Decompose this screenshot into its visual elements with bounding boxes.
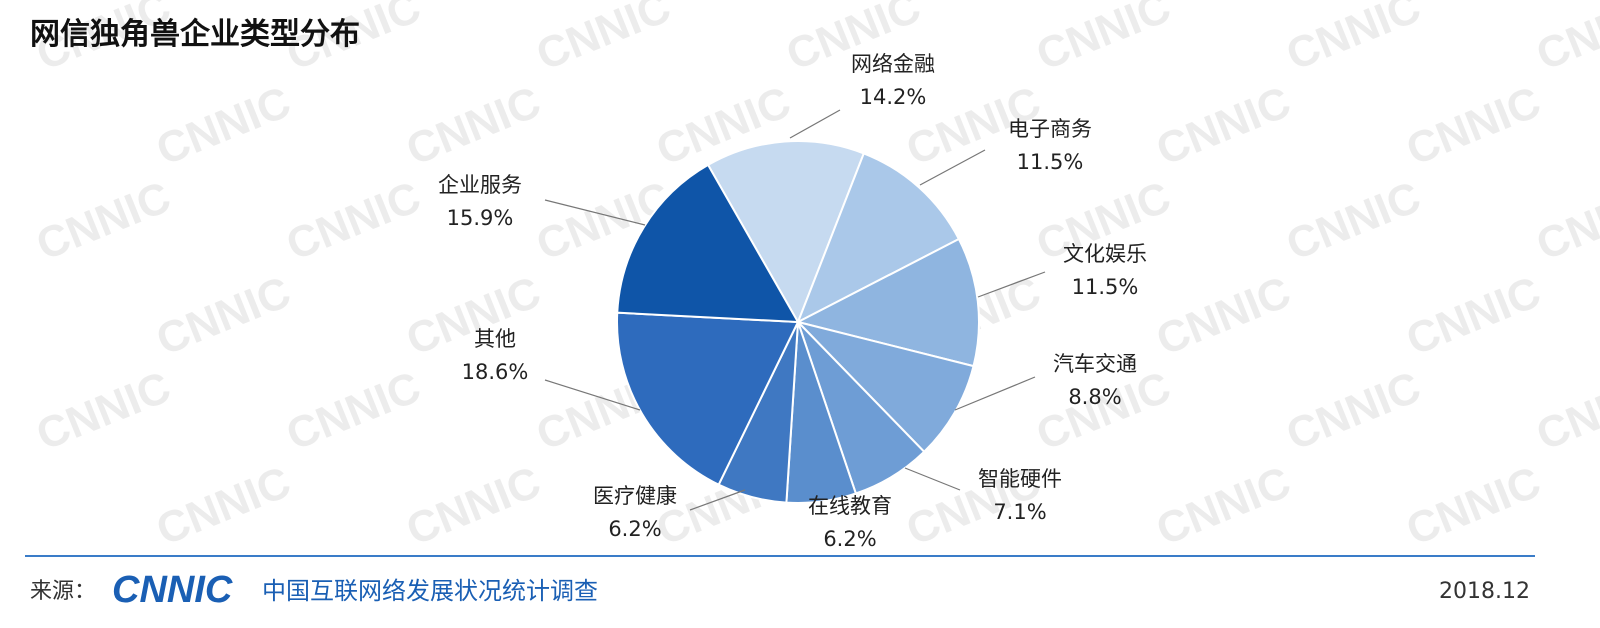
watermark: CNNIC bbox=[150, 77, 298, 175]
slice-label: 网络金融 bbox=[851, 52, 935, 76]
leader-line bbox=[544, 199, 646, 226]
slice-label: 汽车交通 bbox=[1053, 352, 1137, 376]
chart-title: 网信独角兽企业类型分布 bbox=[30, 17, 360, 52]
slice-value-label: 18.6% bbox=[462, 360, 529, 384]
pie-slice bbox=[796, 152, 961, 325]
slice-value-label: 11.5% bbox=[1017, 150, 1084, 174]
slice-label: 电子商务 bbox=[1008, 117, 1092, 141]
leader-line bbox=[977, 271, 1046, 298]
leader-line bbox=[689, 489, 746, 511]
watermark: CNNIC bbox=[30, 172, 178, 270]
pie-slice bbox=[794, 320, 975, 454]
leader-line bbox=[919, 149, 986, 186]
watermark: CNNIC bbox=[1530, 362, 1600, 460]
slice-label: 智能硬件 bbox=[978, 467, 1062, 491]
watermark: CNNIC bbox=[400, 77, 548, 175]
leader-line bbox=[544, 379, 641, 411]
source: 中国互联网络发展状况统计调查 bbox=[262, 577, 598, 605]
watermark: CNNIC bbox=[30, 362, 178, 460]
slice-value-label: 15.9% bbox=[447, 206, 514, 230]
slice-label: 在线教育 bbox=[808, 494, 892, 518]
pie-slice bbox=[616, 163, 800, 324]
leader-line bbox=[954, 376, 1036, 411]
pie-slice bbox=[795, 237, 980, 368]
watermark: CNNIC bbox=[1530, 0, 1600, 80]
source-label: 来源： bbox=[30, 579, 96, 604]
slice-value-label: 7.1% bbox=[993, 500, 1046, 524]
watermark: CNNIC bbox=[1400, 457, 1548, 555]
pie-slice bbox=[706, 140, 866, 325]
watermark: CNNIC bbox=[530, 0, 678, 80]
watermark: CNNIC bbox=[280, 172, 428, 270]
watermark: CNNIC bbox=[1030, 362, 1178, 460]
watermark: CNNIC bbox=[1150, 77, 1298, 175]
watermark: CNNIC bbox=[1280, 362, 1428, 460]
slice-label: 医疗健康 bbox=[593, 484, 677, 508]
watermark: CNNIC bbox=[1280, 0, 1428, 80]
slice-label: 文化娱乐 bbox=[1063, 242, 1147, 266]
slice-value-label: 6.2% bbox=[608, 517, 661, 541]
watermark: CNNIC bbox=[1150, 267, 1298, 365]
watermark: CNNIC bbox=[1400, 77, 1548, 175]
slice-label: 其他 bbox=[474, 327, 516, 351]
logo: CNNIC bbox=[112, 569, 233, 611]
slice-value-label: 8.8% bbox=[1068, 385, 1121, 409]
watermark: CNNIC bbox=[400, 457, 548, 555]
leader-line bbox=[789, 109, 841, 139]
slice-value-label: 11.5% bbox=[1072, 275, 1139, 299]
watermark: CNNIC bbox=[1400, 267, 1548, 365]
watermark: CNNIC bbox=[1150, 457, 1298, 555]
watermark: CNNIC bbox=[150, 457, 298, 555]
pie-slice bbox=[616, 311, 800, 487]
watermark: CNNIC bbox=[1030, 0, 1178, 80]
date: 2018.12 bbox=[1439, 579, 1530, 604]
watermark: CNNIC bbox=[280, 362, 428, 460]
watermark: CNNIC bbox=[1280, 172, 1428, 270]
watermark: CNNIC bbox=[150, 267, 298, 365]
slice-label: 企业服务 bbox=[438, 173, 522, 197]
leader-line bbox=[904, 467, 961, 491]
slice-value-label: 14.2% bbox=[860, 85, 927, 109]
watermark: CNNIC bbox=[1530, 172, 1600, 270]
slice-value-label: 6.2% bbox=[823, 527, 876, 551]
